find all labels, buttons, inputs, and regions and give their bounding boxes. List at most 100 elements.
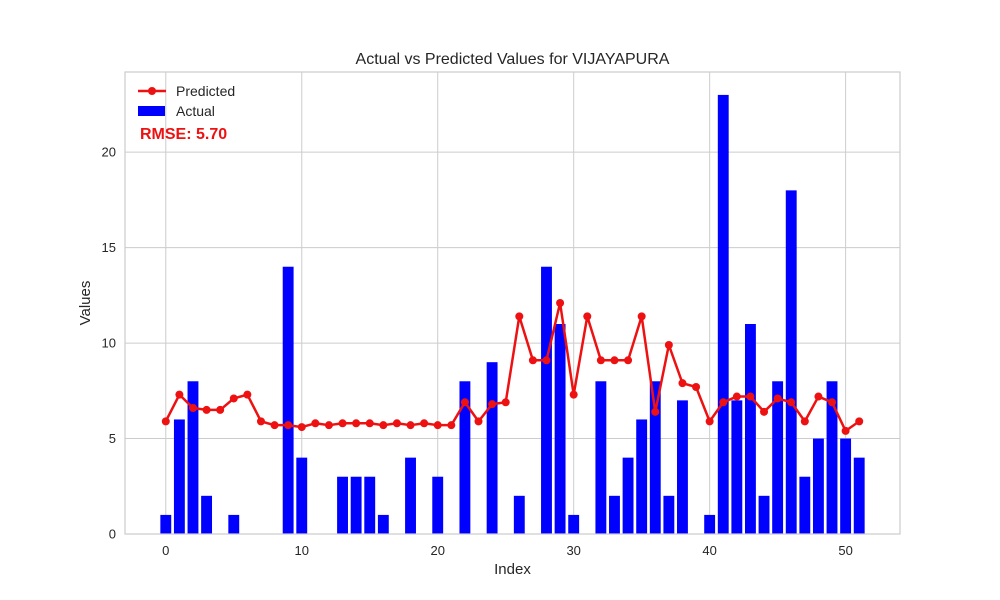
plot-area <box>125 72 900 534</box>
predicted-point <box>488 400 497 409</box>
actual-bar <box>296 457 308 534</box>
predicted-point <box>433 421 442 430</box>
predicted-point <box>297 423 306 432</box>
rmse-annotation: RMSE: 5.70 <box>140 126 227 143</box>
predicted-point <box>324 421 333 430</box>
predicted-point <box>216 405 225 414</box>
predicted-point <box>610 356 619 365</box>
predicted-point <box>732 392 741 401</box>
predicted-point <box>583 312 592 321</box>
predicted-point <box>392 419 401 428</box>
actual-bar <box>609 495 620 534</box>
predicted-point <box>841 426 850 435</box>
predicted-point <box>705 417 714 426</box>
legend-predicted-marker-icon <box>148 87 156 95</box>
predicted-point <box>746 392 755 401</box>
chart-title: Actual vs Predicted Values for VIJAYAPUR… <box>356 51 670 68</box>
actual-bar <box>377 514 389 534</box>
x-tick-label: 40 <box>702 543 716 558</box>
predicted-point <box>243 390 252 399</box>
actual-bar <box>772 381 784 534</box>
x-tick-label: 20 <box>430 543 444 558</box>
predicted-point <box>624 356 633 365</box>
actual-bar <box>405 457 416 534</box>
actual-bar <box>160 514 172 534</box>
legend-predicted-label: Predicted <box>176 83 235 99</box>
predicted-point <box>855 417 864 426</box>
predicted-point <box>787 398 796 407</box>
y-tick-label: 5 <box>109 431 116 446</box>
actual-bar <box>826 381 838 534</box>
actual-bar <box>350 476 362 534</box>
x-tick-labels: 0 10 20 30 40 50 <box>162 543 853 558</box>
y-axis-label: Values <box>77 281 94 326</box>
actual-bar <box>758 495 770 534</box>
actual-bar <box>201 495 213 534</box>
predicted-point <box>569 390 578 399</box>
actual-bar <box>731 400 743 534</box>
predicted-point <box>773 394 782 403</box>
x-tick-label: 30 <box>566 543 580 558</box>
actual-bar <box>432 476 444 534</box>
y-tick-label: 0 <box>109 527 116 542</box>
actual-bar <box>677 400 688 534</box>
predicted-point <box>800 417 809 426</box>
x-tick-label: 0 <box>162 543 169 558</box>
predicted-point <box>447 421 456 430</box>
predicted-point <box>229 394 238 403</box>
predicted-point <box>161 417 170 426</box>
actual-bar <box>853 457 865 534</box>
predicted-point <box>596 356 605 365</box>
actual-bar <box>513 495 525 534</box>
predicted-point <box>760 407 769 416</box>
predicted-point <box>202 405 211 414</box>
predicted-series-line <box>164 301 860 433</box>
actual-bar <box>337 476 348 534</box>
predicted-point <box>379 421 388 430</box>
predicted-point <box>256 417 265 426</box>
actual-bar <box>622 457 634 534</box>
predicted-point <box>528 356 537 365</box>
actual-bar <box>228 514 240 534</box>
predicted-point <box>311 419 320 428</box>
legend-actual-swatch-icon <box>138 106 165 116</box>
legend: Predicted Actual <box>138 83 235 119</box>
actual-bar <box>649 381 661 534</box>
y-tick-label: 10 <box>102 336 116 351</box>
actual-bar <box>840 438 852 534</box>
x-tick-label: 50 <box>838 543 852 558</box>
predicted-point <box>719 398 728 407</box>
predicted-point <box>814 392 823 401</box>
predicted-point <box>651 407 660 416</box>
actual-bar <box>541 266 552 534</box>
predicted-point <box>556 299 565 307</box>
predicted-point <box>678 379 687 388</box>
actual-bar <box>812 438 824 534</box>
actual-bar <box>636 419 648 534</box>
predicted-point <box>501 398 510 407</box>
predicted-line <box>161 299 864 435</box>
predicted-point <box>474 417 483 426</box>
predicted-point <box>284 421 293 430</box>
predicted-point <box>637 312 646 321</box>
y-tick-label: 15 <box>102 240 116 255</box>
actual-bar <box>663 495 675 534</box>
actual-bar <box>595 381 607 534</box>
actual-bar <box>568 514 580 534</box>
predicted-point <box>338 419 347 428</box>
actual-bar <box>799 476 811 534</box>
actual-bar <box>717 94 729 534</box>
actual-bar <box>745 324 756 534</box>
actual-bar <box>704 514 716 534</box>
predicted-point <box>460 398 469 407</box>
predicted-point <box>352 419 361 428</box>
predicted-point <box>692 383 701 391</box>
actual-bar <box>554 324 566 534</box>
actual-bar <box>187 381 199 534</box>
predicted-point <box>515 312 524 321</box>
predicted-point <box>270 421 279 430</box>
actual-bar <box>785 190 797 534</box>
actual-bar <box>282 266 294 534</box>
actual-bar <box>459 381 471 534</box>
